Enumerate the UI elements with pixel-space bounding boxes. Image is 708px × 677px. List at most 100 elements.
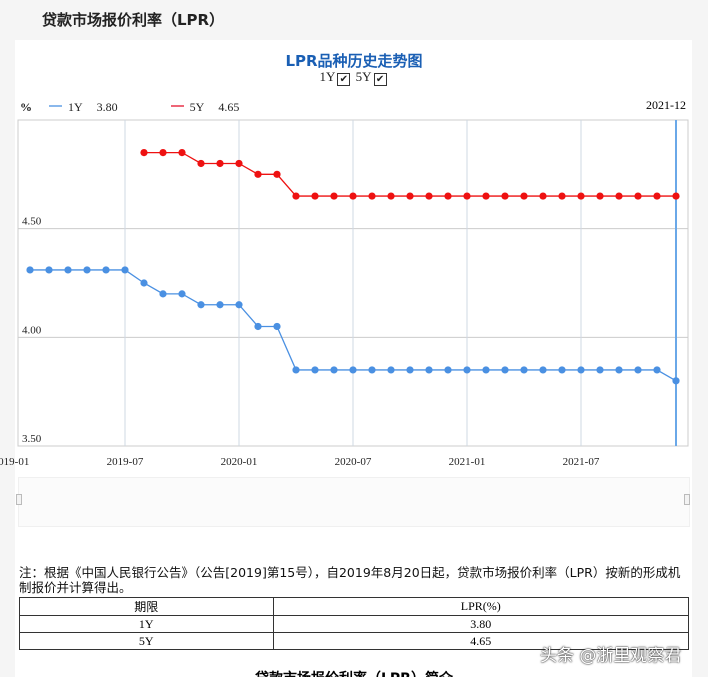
- data-point-1Y: [83, 266, 91, 274]
- data-point-1Y: [216, 301, 224, 309]
- data-point-5Y: [254, 170, 262, 178]
- legend-1y-swatch: [49, 105, 62, 107]
- series-toggles: 1Y ✔ 5Y ✔: [0, 69, 708, 86]
- cursor-date: 2021-12: [646, 98, 686, 112]
- data-point-1Y: [482, 366, 490, 374]
- data-point-5Y: [140, 149, 148, 157]
- legend-5y-swatch: [170, 105, 184, 107]
- footnote: 注：根据《中国人民银行公告》（公告[2019]第15号），自2019年8月20日…: [19, 565, 681, 595]
- range-navigator[interactable]: [18, 477, 690, 527]
- data-point-5Y: [387, 192, 395, 200]
- data-point-1Y: [368, 366, 376, 374]
- data-point-5Y: [501, 192, 509, 200]
- y-tick-label: 3.50: [22, 433, 42, 445]
- toggle-5y-label: 5Y: [355, 69, 372, 84]
- legend-1y-name: 1Y: [68, 100, 83, 114]
- data-point-1Y: [292, 366, 300, 374]
- watermark: 头条 @浙里观察君: [540, 646, 682, 666]
- data-point-5Y: [349, 192, 357, 200]
- data-point-5Y: [482, 192, 490, 200]
- table-row: 1Y 3.80: [19, 615, 689, 633]
- data-point-1Y: [26, 266, 34, 274]
- data-point-5Y: [197, 159, 205, 168]
- next-section-heading: 贷款市场报价利率（LPR）简介: [255, 668, 453, 677]
- y-tick-label: 4.00: [22, 324, 42, 336]
- data-point-5Y: [577, 192, 585, 200]
- data-point-5Y: [444, 192, 452, 200]
- data-point-1Y: [64, 266, 72, 274]
- x-tick-label: 2021-07: [563, 456, 600, 468]
- data-point-1Y: [45, 266, 53, 274]
- chart-title: LPR品种历史走势图: [285, 52, 423, 70]
- data-point-5Y: [406, 192, 414, 200]
- x-tick-label: 2019-07: [107, 456, 144, 468]
- data-point-5Y: [425, 192, 433, 200]
- data-point-5Y: [292, 192, 300, 200]
- table-header-row: 期限 LPR(%): [19, 597, 689, 616]
- data-point-5Y: [330, 192, 338, 200]
- data-point-1Y: [653, 366, 661, 374]
- header-lpr: LPR(%): [272, 597, 689, 616]
- data-point-5Y: [178, 149, 186, 157]
- table-row: 5Y 4.65: [19, 632, 689, 650]
- data-point-1Y: [558, 366, 566, 374]
- toggle-5y-checkbox[interactable]: ✔: [373, 73, 387, 86]
- data-point-5Y: [159, 149, 167, 157]
- toggle-1y-checkbox[interactable]: ✔: [337, 73, 351, 86]
- cell-rate: 3.80: [272, 615, 689, 633]
- data-point-1Y: [577, 366, 585, 374]
- legend-5y-value: 4.65: [218, 100, 240, 114]
- data-point-1Y: [102, 266, 110, 274]
- cell-rate: 4.65: [272, 632, 689, 650]
- data-point-1Y: [387, 366, 395, 374]
- data-point-1Y: [159, 290, 167, 298]
- x-tick-label: 2020-01: [221, 456, 258, 468]
- data-point-1Y: [197, 301, 205, 309]
- data-point-1Y: [425, 366, 433, 374]
- cell-term: 5Y: [19, 632, 274, 650]
- page-heading: 贷款市场报价利率（LPR）: [42, 11, 225, 29]
- data-point-1Y: [273, 322, 281, 331]
- y-tick-label: 4.50: [22, 216, 42, 228]
- data-point-5Y: [235, 159, 243, 168]
- data-point-1Y: [501, 366, 509, 374]
- data-point-5Y: [634, 192, 642, 200]
- data-point-1Y: [672, 377, 680, 385]
- data-point-1Y: [406, 366, 414, 374]
- data-point-5Y: [558, 192, 566, 200]
- legend-5y-name: 5Y: [189, 100, 205, 114]
- toggle-1y-label: 1Y: [319, 69, 336, 84]
- data-point-1Y: [444, 366, 452, 374]
- data-point-5Y: [520, 192, 528, 200]
- data-point-5Y: [615, 192, 623, 200]
- data-point-1Y: [235, 301, 243, 309]
- x-tick-label: 2019-01: [0, 456, 29, 468]
- data-point-5Y: [216, 159, 224, 168]
- line-chart: 4.50 4.00 3.50 2019-01 2019-07 2020-01 2020-07…: [0, 119, 689, 468]
- data-point-1Y: [311, 366, 319, 374]
- legend-1y-value: 3.80: [96, 100, 118, 114]
- data-point-1Y: [121, 266, 129, 274]
- data-point-1Y: [615, 366, 623, 374]
- navigator-left-handle[interactable]: [16, 494, 22, 505]
- data-point-5Y: [273, 170, 281, 178]
- data-point-1Y: [178, 290, 186, 298]
- cell-term: 1Y: [19, 615, 274, 633]
- data-point-1Y: [349, 366, 357, 374]
- data-point-5Y: [463, 192, 471, 200]
- legend: % 1Y 3.80 5Y 4.65: [20, 100, 245, 115]
- data-point-1Y: [463, 366, 471, 374]
- data-point-5Y: [368, 192, 376, 200]
- header-term: 期限: [19, 597, 274, 616]
- data-point-1Y: [596, 366, 604, 374]
- data-point-1Y: [140, 279, 148, 287]
- x-tick-label: 2021-01: [449, 456, 486, 468]
- navigator-right-handle[interactable]: [684, 494, 690, 505]
- lpr-table: 期限 LPR(%) 1Y 3.80 5Y 4.65: [19, 597, 689, 650]
- unit-label: %: [20, 100, 32, 114]
- data-point-1Y: [634, 366, 642, 374]
- x-tick-label: 2020-07: [335, 456, 372, 468]
- data-point-1Y: [539, 366, 547, 374]
- data-point-5Y: [539, 192, 547, 200]
- data-point-5Y: [596, 192, 604, 200]
